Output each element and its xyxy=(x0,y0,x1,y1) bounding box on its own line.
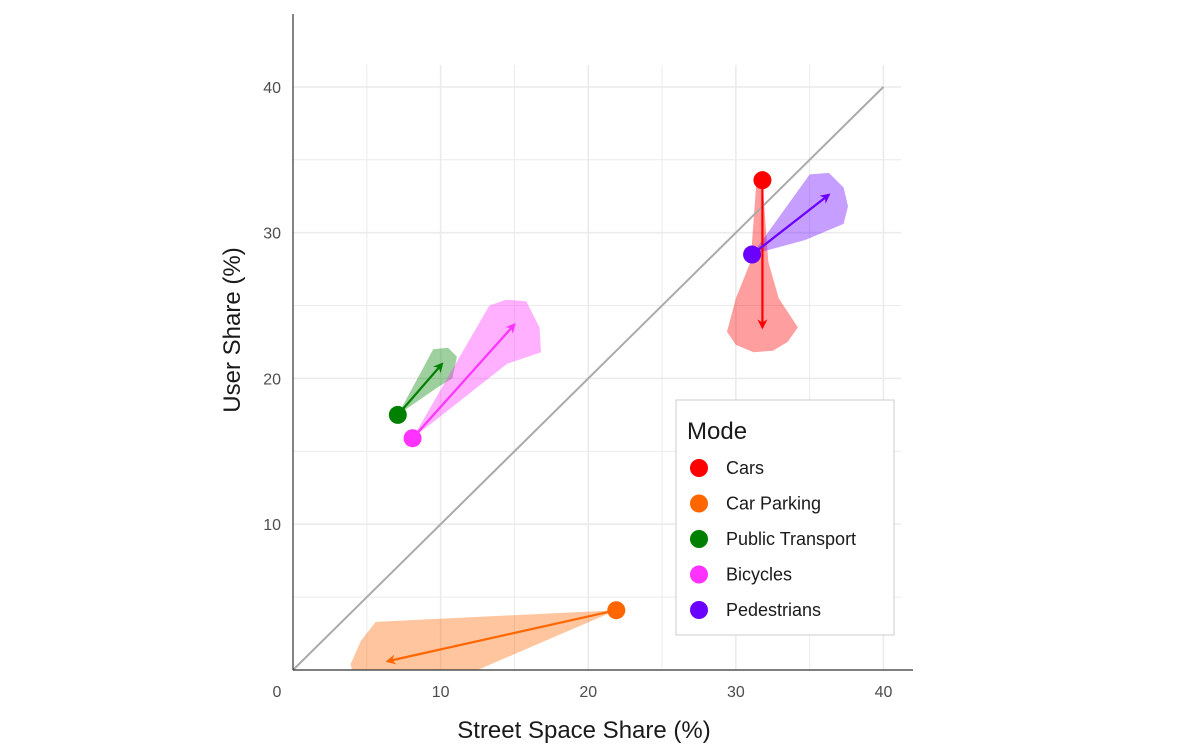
arrow-bicycles xyxy=(411,323,516,439)
legend-item-label: Bicycles xyxy=(726,565,792,585)
y-tick-label: 10 xyxy=(263,517,281,534)
legend-swatch xyxy=(690,530,708,548)
y-axis-label: User Share (%) xyxy=(219,247,246,412)
legend-swatch xyxy=(690,565,708,584)
x-tick-label: 10 xyxy=(432,684,450,701)
y-tick-label: 20 xyxy=(263,371,281,388)
change-arrows xyxy=(385,180,831,665)
reference-line xyxy=(292,86,885,671)
legend-swatch xyxy=(690,494,708,513)
data-points xyxy=(388,171,772,620)
legend-item-label: Public Transport xyxy=(726,529,856,549)
legend-item-label: Car Parking xyxy=(726,494,821,514)
point-car-parking xyxy=(607,601,626,620)
tick-labels: 0 10 20 30 40 10 20 30 40 xyxy=(263,80,892,701)
y-tick-label: 40 xyxy=(263,80,281,97)
point-cars xyxy=(753,171,772,190)
arrow-car-parking xyxy=(385,609,617,665)
x-tick-label: 40 xyxy=(875,684,893,701)
legend-box xyxy=(675,399,895,636)
band-pedestrians xyxy=(752,172,848,255)
legend-item-label: Pedestrians xyxy=(726,600,821,620)
arrow-pedestrians xyxy=(751,193,831,256)
x-axis-label: Street Space Share (%) xyxy=(457,717,710,744)
x-tick-label: 30 xyxy=(727,684,745,701)
axes xyxy=(292,14,913,671)
x-tick-label: 0 xyxy=(273,684,282,701)
legend: Mode Cars Car Parking Public Transport Bicy… xyxy=(675,399,895,636)
y-tick-label: 30 xyxy=(263,226,281,243)
legend-item-label: Cars xyxy=(726,458,764,478)
x-tick-label: 20 xyxy=(579,684,597,701)
legend-title: Mode xyxy=(687,418,747,445)
legend-swatch xyxy=(690,601,708,619)
reference-line-group xyxy=(292,86,885,671)
arrow-public-transport xyxy=(396,362,444,416)
point-public-transport xyxy=(388,405,407,424)
legend-swatch xyxy=(690,459,708,477)
point-pedestrians xyxy=(743,245,762,264)
point-bicycles xyxy=(403,429,422,448)
